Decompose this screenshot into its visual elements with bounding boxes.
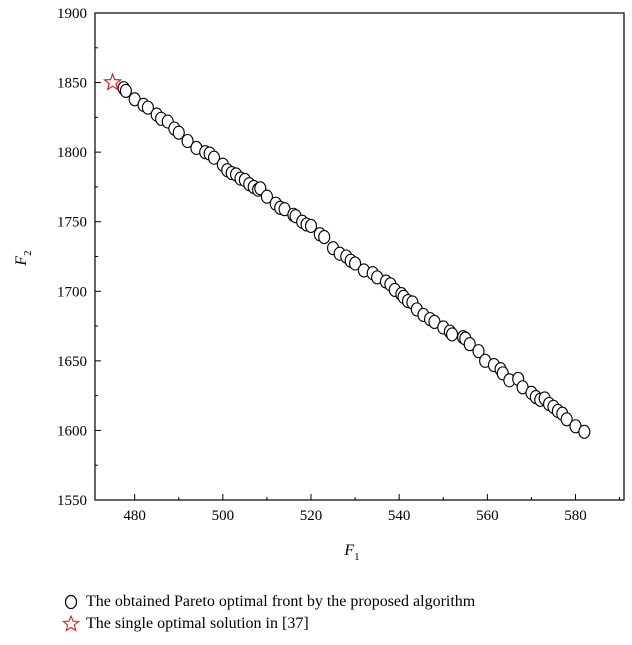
circle-marker-icon	[64, 594, 78, 610]
x-tick-label: 580	[564, 508, 587, 524]
legend-item-pareto-front: The obtained Pareto optimal front by the…	[62, 591, 475, 613]
x-tick-label: 520	[300, 508, 323, 524]
pareto-point	[141, 100, 154, 115]
pareto-scatter-chart: 480 500 520 540 560 580 1550 1600 1650 1700 1750 18…	[13, 6, 625, 563]
y-tick-label: 1550	[57, 493, 87, 509]
plot-frame	[94, 12, 625, 501]
pareto-point	[578, 424, 591, 439]
legend-label-single-solution: The single optimal solution in [37]	[86, 615, 309, 632]
y-tick-label: 1600	[57, 423, 87, 439]
pareto-point	[472, 344, 485, 359]
y-axis-label: F2	[13, 250, 34, 266]
legend-label-pareto-front: The obtained Pareto optimal front by the…	[86, 593, 476, 610]
x-axis-label: F1	[343, 542, 359, 563]
pareto-point	[560, 412, 573, 427]
x-tick-label: 540	[388, 508, 411, 524]
pareto-point	[260, 189, 273, 204]
y-tick-label: 1700	[57, 284, 87, 300]
pareto-point	[463, 337, 476, 352]
pareto-point	[207, 150, 221, 165]
chart-legend: The obtained Pareto optimal front by the…	[62, 591, 475, 635]
legend-item-single-solution: The single optimal solution in [37]	[62, 613, 475, 635]
pareto-point	[318, 229, 331, 245]
data-points	[102, 72, 591, 439]
y-tick-label: 1900	[57, 6, 87, 22]
y-tick-label: 1850	[57, 76, 87, 92]
pareto-point	[349, 256, 362, 271]
y-tick-label: 1650	[57, 354, 87, 370]
x-tick-label: 560	[476, 508, 499, 524]
axis-ticks: 480 500 520 540 560 580 1550 1600 1650 1700 1750 18…	[57, 6, 621, 524]
pareto-point	[119, 83, 132, 98]
star-marker-icon	[62, 615, 80, 632]
pareto-point	[304, 218, 318, 233]
pareto-point	[446, 327, 459, 342]
x-tick-label: 480	[123, 508, 146, 524]
y-tick-label: 1800	[57, 145, 87, 161]
pareto-point	[172, 125, 185, 140]
x-tick-label: 500	[212, 508, 235, 524]
single-solution-star	[102, 72, 123, 91]
pareto-point	[181, 133, 194, 149]
y-tick-label: 1750	[57, 215, 87, 231]
